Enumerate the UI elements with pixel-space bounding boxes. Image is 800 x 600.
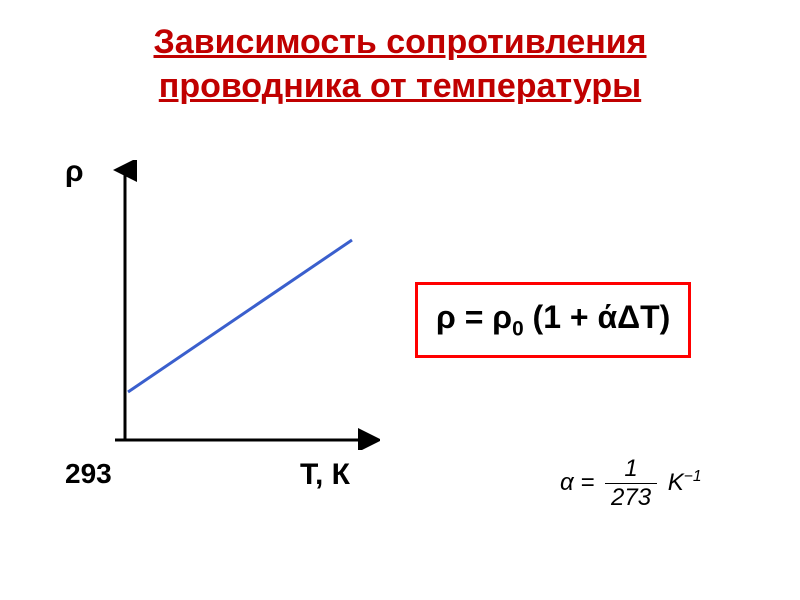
alpha-unit: K−1 bbox=[668, 469, 702, 496]
formula-text: ρ = ρ0 (1 + άΔT) bbox=[436, 299, 670, 335]
alpha-fraction: 1273 bbox=[605, 455, 657, 512]
formula-box: ρ = ρ0 (1 + άΔT) bbox=[415, 282, 691, 358]
title-line2: проводника от температуры bbox=[159, 67, 641, 105]
data-line bbox=[128, 240, 352, 392]
origin-label: 293 bbox=[65, 458, 112, 490]
alpha-formula: α = 1273 K−1 bbox=[560, 455, 702, 512]
slide-title: Зависимость сопротивления проводника от … bbox=[0, 0, 800, 108]
graph-svg bbox=[100, 160, 380, 450]
title-line1: Зависимость сопротивления bbox=[154, 23, 647, 61]
graph bbox=[100, 160, 380, 455]
x-axis-label: T, К bbox=[300, 458, 350, 492]
alpha-lhs: α bbox=[560, 469, 574, 496]
y-axis-label: ρ bbox=[65, 155, 84, 189]
